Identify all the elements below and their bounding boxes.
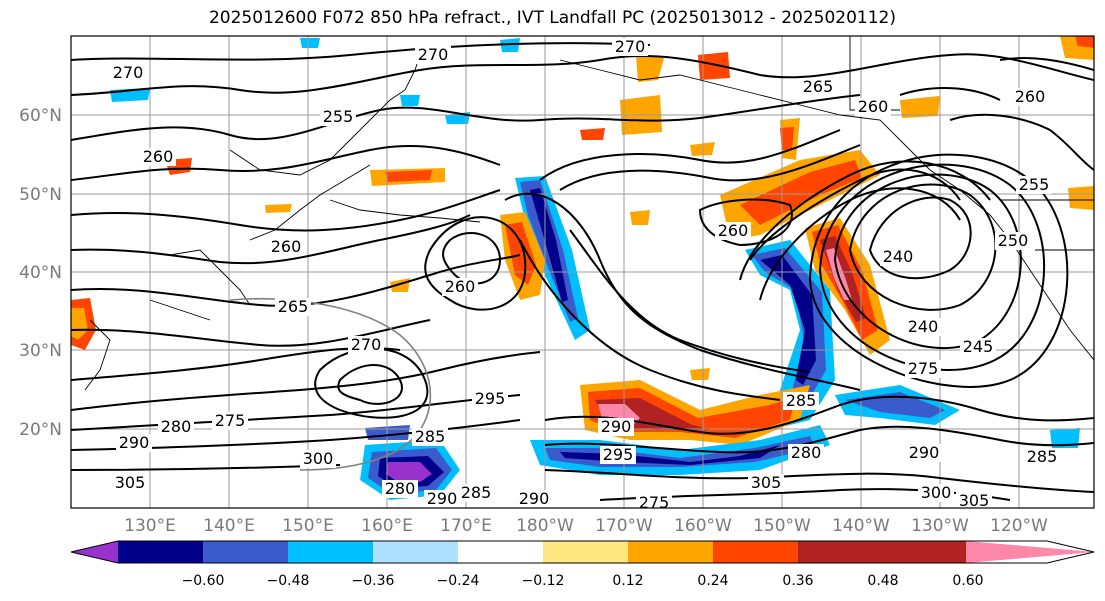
lon-label: 140°W [832,516,890,536]
contour-label: 260 [858,97,889,116]
contour-label: 295 [475,389,506,408]
colorbar-segment [628,541,713,563]
lon-label: 160°W [674,516,732,536]
contour-label: 255 [1019,175,1050,194]
contour-label: 260 [718,221,749,240]
colorbar-tick-label: 0.36 [782,573,813,589]
lon-label: 150°W [753,516,811,536]
contour-label: 270 [615,37,646,56]
colorbar-tick-labels: −0.60 −0.48 −0.36 −0.24 −0.12 0.12 0.24 … [182,573,984,589]
lat-label: 40°N [19,263,62,283]
contour-label: 300 [921,483,952,502]
lat-label: 20°N [19,420,62,440]
contour-label: 260 [143,147,174,166]
colorbar [70,540,1095,564]
longitude-labels: 130°E 140°E 150°E 160°E 170°E 180°W 170°… [124,516,1048,536]
contour-label: 290 [909,443,940,462]
colorbar-segment [798,541,883,563]
contour-label: 305 [751,473,782,492]
plot-frame [70,35,1095,509]
colorbar-extend-min [71,541,118,563]
colorbar-tick-label: −0.36 [352,573,395,589]
colorbar-tick-label: −0.12 [522,573,565,589]
colorbar-tick-label: 0.24 [697,573,728,589]
colorbar-tick-label: −0.24 [437,573,480,589]
contour-label: 290 [519,489,550,508]
contour-label: 270 [113,63,144,82]
lon-label: 160°E [361,516,413,536]
contour-label: 285 [1027,447,1058,466]
contour-label: 270 [418,45,449,64]
contour-label: 305 [959,491,990,510]
contour-label: 305 [115,473,146,492]
contour-label: 290 [427,489,458,508]
map-plot-area: 270 270 270 255 265 260 260 260 260 250 … [71,36,1094,512]
colorbar-tick-label: 0.48 [867,573,898,589]
lat-label: 50°N [19,185,62,205]
contour-label: 280 [385,479,416,498]
colorbar-segment [118,541,203,563]
contour-label: 285 [415,427,446,446]
map-title: 2025012600 F072 850 hPa refract., IVT La… [208,8,896,28]
lat-label: 60°N [19,106,62,126]
contour-label: 295 [603,445,634,464]
contour-label: 270 [351,335,382,354]
contour-label: 285 [461,483,492,502]
contour-label: 280 [161,417,192,436]
highlight-outline [229,297,432,471]
contour-label: 245 [963,337,994,356]
colorbar-outline [70,540,1095,564]
contour-labels: 270 270 270 255 265 260 260 260 260 250 … [110,37,1060,512]
colorbar-tick-label: −0.60 [182,573,225,589]
contour-label: 250 [998,231,1029,250]
lat-label: 30°N [19,341,62,361]
colorbar-tick-label: 0.60 [952,573,983,589]
contour-label: 275 [639,493,670,512]
lon-label: 180°W [516,516,574,536]
contour-label: 240 [883,247,914,266]
contour-label: 260 [445,277,476,296]
contour-label: 280 [791,443,822,462]
latitude-labels: 60°N 50°N 40°N 30°N 20°N [19,106,62,440]
lon-label: 170°W [595,516,653,536]
colorbar-segment [543,541,628,563]
colorbar-extend-max-tip [966,541,1094,563]
colorbar-extend-max [883,541,966,563]
colorbar-tick-label: 0.12 [612,573,643,589]
lon-label: 150°E [282,516,334,536]
contour-label: 275 [908,359,939,378]
lon-label: 170°E [440,516,492,536]
colorbar-segment [458,541,543,563]
contour-label: 260 [1015,87,1046,106]
contour-label: 290 [119,433,150,452]
contour-label: 240 [908,317,939,336]
colorbar-segment [373,541,458,563]
colorbar-segment [288,541,373,563]
contour-label: 265 [278,297,309,316]
colorbar-tick-label: −0.48 [267,573,310,589]
lon-label: 130°E [124,516,176,536]
contour-label: 275 [215,411,246,430]
lon-label: 120°W [990,516,1048,536]
contour-label: 260 [271,237,302,256]
lon-label: 130°W [911,516,969,536]
contour-label: 265 [803,77,834,96]
contour-label: 285 [786,391,817,410]
contour-label: 300 [303,449,334,468]
contour-label: 290 [601,417,632,436]
lon-label: 140°E [203,516,255,536]
colorbar-segment [713,541,798,563]
contour-label: 255 [323,107,354,126]
colorbar-segment [203,541,288,563]
